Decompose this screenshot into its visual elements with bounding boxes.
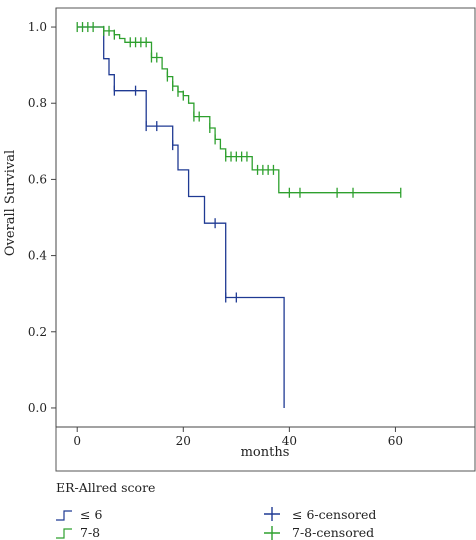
legend-swatch-le6 — [56, 510, 72, 521]
x-ticks: 0 20 40 60 — [73, 427, 403, 448]
series-layer — [76, 22, 402, 408]
x-tick-label: 60 — [388, 434, 403, 448]
y-tick-label: 0.2 — [28, 325, 47, 339]
legend-item-le6-censored: ≤ 6-censored — [264, 507, 376, 522]
x-axis-title: months — [241, 445, 290, 460]
legend-swatch-le6-censored — [264, 507, 280, 521]
legend-swatch-7-8-censored — [264, 526, 280, 540]
y-tick-label: 1.0 — [28, 20, 47, 34]
series-line-le6 — [77, 26, 285, 408]
legend-title: ER-Allred score — [56, 480, 155, 495]
legend-item-le6: ≤ 6 — [56, 507, 102, 522]
legend-item-7-8-censored: 7-8-censored — [264, 525, 374, 540]
y-tick-label: 0.0 — [28, 401, 47, 415]
y-ticks: 0.0 0.2 0.4 0.6 0.8 1.0 — [28, 20, 56, 415]
y-axis-title: Overall Survival — [3, 150, 18, 256]
plot-frame — [55, 7, 476, 472]
y-tick-label: 0.6 — [28, 172, 47, 186]
legend-label-le6: ≤ 6 — [80, 507, 102, 522]
legend-item-7-8: 7-8 — [56, 525, 100, 540]
x-tick-label: 20 — [176, 434, 191, 448]
y-tick-label: 0.8 — [28, 96, 47, 110]
y-tick-label: 0.4 — [28, 249, 47, 263]
x-tick-label: 40 — [282, 434, 297, 448]
legend-label-7-8: 7-8 — [80, 525, 100, 540]
legend-label-le6-censored: ≤ 6-censored — [292, 507, 376, 522]
legend-label-7-8-censored: 7-8-censored — [292, 525, 374, 540]
series-line-7-8 — [77, 26, 401, 194]
legend-swatch-7-8 — [56, 528, 72, 539]
x-tick-label: 0 — [73, 434, 81, 448]
